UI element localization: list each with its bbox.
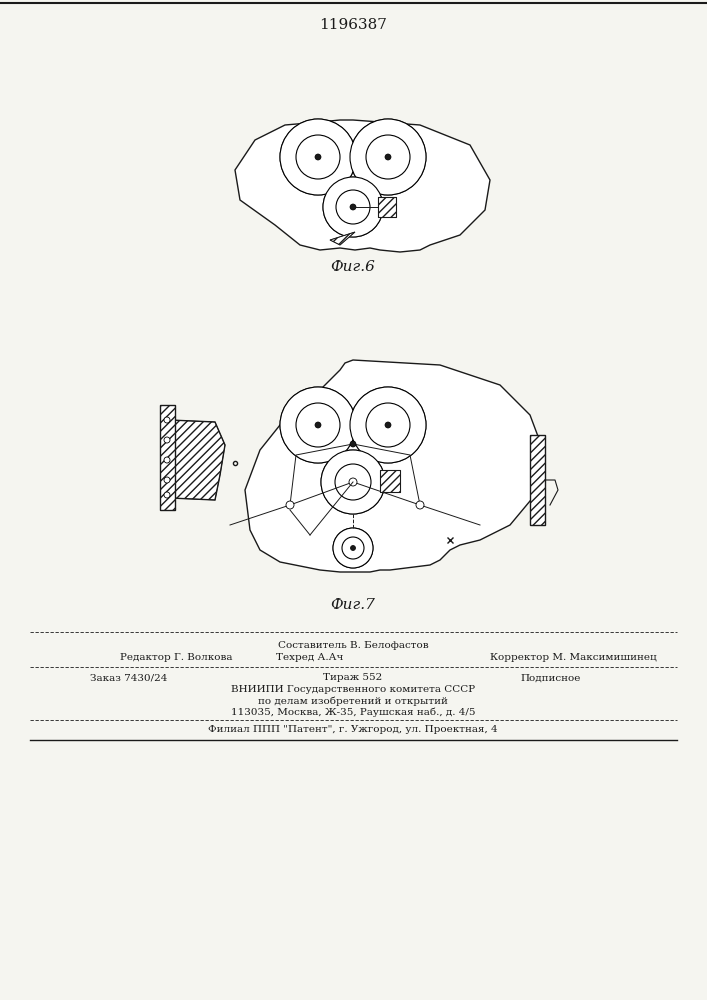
Circle shape bbox=[164, 477, 170, 483]
Text: 113035, Москва, Ж-35, Раушская наб., д. 4/5: 113035, Москва, Ж-35, Раушская наб., д. … bbox=[230, 707, 475, 717]
Circle shape bbox=[385, 422, 391, 428]
Circle shape bbox=[335, 464, 371, 500]
Circle shape bbox=[164, 417, 170, 423]
Circle shape bbox=[350, 119, 426, 195]
Circle shape bbox=[336, 190, 370, 224]
Text: Подписное: Подписное bbox=[520, 674, 580, 682]
Circle shape bbox=[164, 457, 170, 463]
Wedge shape bbox=[333, 528, 373, 568]
Wedge shape bbox=[280, 387, 356, 463]
Circle shape bbox=[350, 479, 356, 485]
Circle shape bbox=[315, 154, 321, 160]
Circle shape bbox=[333, 528, 373, 568]
Text: Заказ 7430/24: Заказ 7430/24 bbox=[90, 674, 168, 682]
Text: Редактор Г. Волкова: Редактор Г. Волкова bbox=[120, 654, 233, 662]
Circle shape bbox=[296, 403, 340, 447]
Circle shape bbox=[350, 387, 426, 463]
Circle shape bbox=[416, 501, 424, 509]
Polygon shape bbox=[160, 405, 175, 510]
Polygon shape bbox=[170, 420, 225, 500]
Circle shape bbox=[366, 135, 410, 179]
Circle shape bbox=[385, 154, 391, 160]
Text: Филиал ППП "Патент", г. Ужгород, ул. Проектная, 4: Филиал ППП "Патент", г. Ужгород, ул. Про… bbox=[208, 726, 498, 734]
Circle shape bbox=[351, 546, 356, 550]
Circle shape bbox=[349, 478, 357, 486]
Text: ВНИИПИ Государственного комитета СССР: ВНИИПИ Государственного комитета СССР bbox=[231, 686, 475, 694]
Circle shape bbox=[342, 537, 364, 559]
Circle shape bbox=[164, 492, 170, 498]
Circle shape bbox=[350, 441, 356, 447]
Circle shape bbox=[323, 177, 383, 237]
Circle shape bbox=[280, 387, 356, 463]
Wedge shape bbox=[280, 119, 356, 195]
Circle shape bbox=[366, 403, 410, 447]
Circle shape bbox=[296, 135, 340, 179]
Circle shape bbox=[350, 204, 356, 210]
Circle shape bbox=[286, 501, 294, 509]
Bar bbox=[380, 470, 400, 492]
Text: Фиг.6: Фиг.6 bbox=[331, 260, 375, 274]
Text: Тираж 552: Тираж 552 bbox=[323, 674, 382, 682]
Circle shape bbox=[164, 437, 170, 443]
Polygon shape bbox=[330, 232, 355, 245]
Polygon shape bbox=[235, 120, 490, 252]
Wedge shape bbox=[350, 387, 426, 463]
Wedge shape bbox=[321, 450, 385, 514]
Polygon shape bbox=[245, 360, 545, 572]
Circle shape bbox=[315, 422, 321, 428]
Text: Техред А.Ач: Техред А.Ач bbox=[276, 654, 344, 662]
Circle shape bbox=[280, 119, 356, 195]
Bar bbox=[378, 197, 396, 217]
Wedge shape bbox=[323, 177, 383, 237]
Bar bbox=[378, 197, 396, 217]
Text: Составитель В. Белофастов: Составитель В. Белофастов bbox=[278, 641, 428, 650]
Wedge shape bbox=[350, 119, 426, 195]
Text: Корректор М. Максимишинец: Корректор М. Максимишинец bbox=[490, 654, 657, 662]
Polygon shape bbox=[530, 435, 545, 525]
Text: 1196387: 1196387 bbox=[319, 18, 387, 32]
Circle shape bbox=[321, 450, 385, 514]
Bar bbox=[380, 470, 400, 492]
Text: по делам изобретений и открытий: по делам изобретений и открытий bbox=[258, 696, 448, 706]
Text: Фиг.7: Фиг.7 bbox=[331, 598, 375, 612]
